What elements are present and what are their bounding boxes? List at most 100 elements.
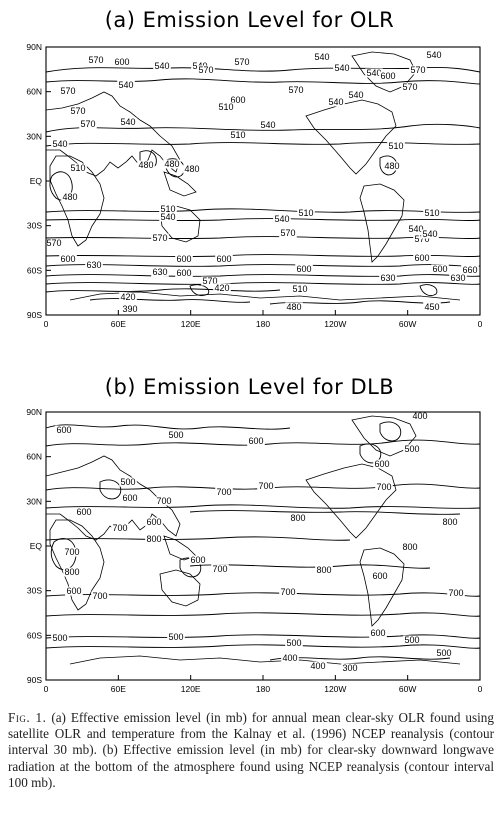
contour-label: 540 — [366, 68, 381, 78]
contour-label: 450 — [424, 302, 439, 312]
panel-a-title: (a) Emission Level for OLR — [104, 8, 395, 32]
contour-label-bg — [375, 482, 393, 492]
contour-label-bg — [327, 97, 345, 107]
contour-label: 400 — [412, 411, 427, 421]
contour-label-bg — [79, 119, 97, 129]
contour-label-bg — [201, 276, 219, 286]
contour-label-bg — [401, 542, 419, 552]
lon-tick-label: 120W — [324, 684, 346, 694]
contour-label: 500 — [168, 632, 183, 642]
contour-label-bg — [183, 164, 201, 174]
contour-label: 800 — [290, 513, 305, 523]
contour-label-bg — [313, 52, 331, 62]
contour-label-bg — [309, 661, 327, 671]
contour-label-bg — [289, 513, 307, 523]
lat-tick-label: 30N — [26, 496, 42, 506]
contour-label: 540 — [314, 52, 329, 62]
lon-tick-label: 120E — [181, 319, 201, 329]
contour-label: 570 — [60, 86, 75, 96]
contour-label-bg — [175, 268, 193, 278]
contour-label-bg — [61, 192, 79, 202]
contour-label: 600 — [76, 507, 91, 517]
contour-label: 540 — [426, 50, 441, 60]
contour-label: 600 — [414, 253, 429, 263]
contour-label: 400 — [310, 661, 325, 671]
contour-label-bg — [315, 565, 333, 575]
contour-label: 800 — [146, 534, 161, 544]
contour-label: 600 — [66, 586, 81, 596]
contour-label: 400 — [282, 653, 297, 663]
contour-label-bg — [281, 653, 299, 663]
lat-tick-label: 90N — [26, 42, 42, 52]
contour-label: 600 — [230, 95, 245, 105]
contour-label: 480 — [62, 192, 77, 202]
panel-b-map: 600 500 400 500 600 600 500 600 700 700 600 700 600 7… — [26, 407, 482, 694]
lat-tick-label: 30S — [27, 221, 42, 231]
contour-label: 570 — [70, 106, 85, 116]
contour-label-bg — [51, 139, 69, 149]
contour-label: 570 — [234, 57, 249, 67]
contour-label-bg — [75, 507, 93, 517]
lon-tick-label: 120W — [324, 319, 346, 329]
contour-label: 660 — [462, 265, 477, 275]
contour-label-bg — [409, 65, 427, 75]
lat-tick-label: 60S — [27, 265, 42, 275]
contour-label: 420 — [120, 292, 135, 302]
lat-tick-label: 60N — [26, 87, 42, 97]
contour-label-bg — [59, 254, 77, 264]
contour-label-bg — [279, 228, 297, 238]
contour-label: 540 — [118, 80, 133, 90]
lon-tick-label: 0 — [44, 684, 49, 694]
contour-label: 570 — [198, 65, 213, 75]
contour-label: 570 — [402, 82, 417, 92]
contour-label-bg — [229, 130, 247, 140]
contour-label-bg — [151, 233, 169, 243]
contour-label-bg — [159, 204, 177, 214]
contour-label: 570 — [410, 65, 425, 75]
contour-label-bg — [233, 57, 251, 67]
contour-label: 700 — [376, 482, 391, 492]
contour-label: 540 — [334, 63, 349, 73]
contour-label-bg — [159, 212, 177, 222]
contour-label: 500 — [436, 648, 451, 658]
contour-label-bg — [295, 264, 313, 274]
contour-label: 630 — [380, 273, 395, 283]
contour-label-bg — [215, 487, 233, 497]
contour-label-bg — [145, 534, 163, 544]
caption-label: Fig. 1. — [8, 710, 47, 725]
panel-b-title: (b) Emission Level for DLB — [104, 375, 395, 399]
contour-label-bg — [435, 648, 453, 658]
contour-label-bg — [449, 273, 467, 283]
panel-a-coastlines — [45, 51, 461, 301]
contour-label: 700 — [64, 547, 79, 557]
contour-label-bg — [411, 411, 429, 421]
contour-label-bg — [69, 106, 87, 116]
contour-label-bg — [387, 141, 405, 151]
contour-label: 600 — [190, 555, 205, 565]
contour-label-bg — [59, 86, 77, 96]
contour-label: 600 — [122, 493, 137, 503]
contour-label: 700 — [280, 587, 295, 597]
contour-label-bg — [369, 628, 387, 638]
contour-label: 600 — [146, 517, 161, 527]
contour-label: 300 — [342, 663, 357, 673]
contour-label: 510 — [298, 208, 313, 218]
contour-label-bg — [347, 90, 365, 100]
contour-label: 500 — [52, 633, 67, 643]
contour-label-bg — [383, 161, 401, 171]
lon-tick-label: 180 — [256, 684, 270, 694]
contour-label: 510 — [70, 163, 85, 173]
contour-label-bg — [119, 117, 137, 127]
contour-label: 800 — [442, 517, 457, 527]
contour-label-bg — [285, 302, 303, 312]
contour-label: 800 — [402, 542, 417, 552]
contour-label: 700 — [448, 588, 463, 598]
lat-tick-label: 60N — [26, 452, 42, 462]
contour-label-bg — [121, 304, 139, 314]
contour-label: 700 — [258, 481, 273, 491]
contour-label: 570 — [288, 85, 303, 95]
panel-b-coastlines — [45, 415, 461, 665]
contour-label: 510 — [160, 204, 175, 214]
